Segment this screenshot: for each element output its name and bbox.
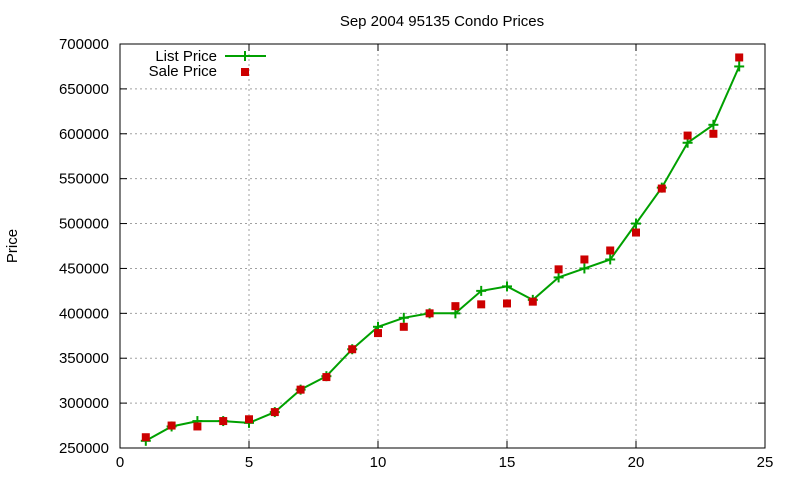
sale-price-point	[451, 302, 460, 311]
grid	[120, 44, 765, 448]
sale-price-point	[193, 422, 202, 431]
sale-price-point	[425, 309, 434, 318]
list-price-point	[708, 119, 719, 130]
list-price-point	[502, 281, 512, 292]
legend-marker-list-price	[240, 51, 250, 61]
sale-price-point	[657, 184, 666, 193]
sale-price-point	[219, 417, 228, 426]
y-tick-label: 700000	[59, 36, 109, 53]
sale-price-point	[270, 408, 279, 417]
sale-price-point	[735, 53, 744, 62]
sale-price-point	[348, 345, 357, 354]
sale-price-point	[322, 373, 331, 382]
sale-price-point	[374, 329, 382, 338]
sale-price-point	[141, 433, 150, 442]
x-tick-label: 25	[757, 454, 774, 471]
sale-price-point	[683, 131, 692, 140]
y-tick-label: 650000	[59, 81, 109, 98]
sale-price-point	[503, 299, 511, 308]
x-tick-label: 0	[116, 454, 124, 471]
x-tick-label: 10	[370, 454, 387, 471]
plot-frame	[119, 43, 766, 449]
list-price-point	[398, 312, 409, 323]
legend: List Price Sale Price	[149, 48, 266, 80]
y-tick-label: 350000	[59, 350, 109, 367]
sale-price-point	[528, 297, 537, 306]
sale-price-point	[167, 421, 176, 430]
sale-price-point	[580, 255, 589, 264]
x-tick-label: 20	[628, 454, 645, 471]
x-tick-label: 5	[245, 454, 253, 471]
sale-price-point	[245, 415, 253, 424]
sale-price-point	[554, 265, 563, 274]
sale-price-point	[296, 385, 305, 394]
sale-price-point	[399, 322, 408, 331]
y-tick-label: 250000	[59, 440, 109, 457]
x-tick-label: 15	[499, 454, 516, 471]
list-price-point	[579, 263, 590, 274]
sale-price-point	[606, 246, 615, 255]
list-price-point	[476, 285, 487, 296]
list-price-point	[631, 218, 641, 229]
series	[140, 53, 745, 446]
list-price-line	[145, 65, 741, 442]
legend-label-list-price: List Price	[155, 48, 217, 65]
y-tick-label: 300000	[59, 395, 109, 412]
y-tick-label: 450000	[59, 260, 109, 277]
sale-price-point	[632, 228, 640, 237]
sale-price-point	[709, 129, 718, 138]
list-price-point	[605, 254, 616, 265]
list-price-point	[553, 272, 564, 283]
y-axis-label: Price	[4, 229, 21, 263]
axis-ticks: 250000 300000 350000 400000 450000 500000 5500…	[59, 36, 773, 471]
sale-price-point	[477, 300, 486, 309]
list-price-point	[734, 61, 745, 72]
y-tick-label: 600000	[59, 126, 109, 143]
legend-marker-sale-price	[241, 68, 249, 76]
y-tick-label: 550000	[59, 171, 109, 188]
y-tick-label: 500000	[59, 216, 109, 233]
chart-title: Sep 2004 95135 Condo Prices	[340, 13, 544, 30]
y-tick-label: 400000	[59, 305, 109, 322]
legend-label-sale-price: Sale Price	[149, 63, 217, 80]
